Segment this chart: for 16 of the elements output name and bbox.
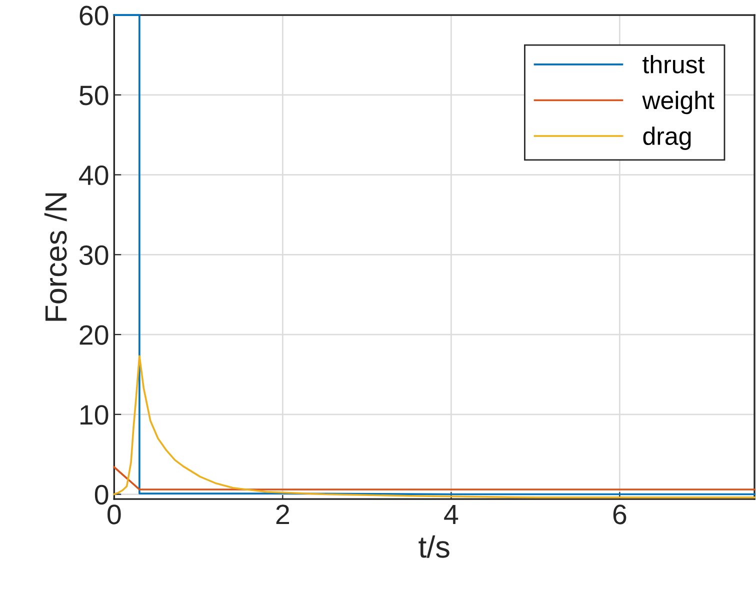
legend-label: drag [643,126,691,150]
x-tick-label: 6 [613,504,626,524]
x-tick-label: 0 [108,504,121,524]
y-tick-label: 10 [80,405,108,425]
y-tick-label: 50 [80,86,108,106]
y-axis-title: Forces /N [44,193,67,321]
y-tick-label: 60 [80,6,108,26]
x-tick-label: 4 [444,504,458,524]
x-tick-label: 2 [276,504,289,524]
legend-label: thrust [642,55,705,74]
legend-label: weight [642,90,714,114]
y-tick-label: 0 [94,484,108,505]
y-tick-label: 30 [79,245,108,265]
x-axis-title: t/s [418,535,450,558]
y-tick-label: 40 [79,165,108,186]
y-tick-label: 20 [80,325,108,345]
